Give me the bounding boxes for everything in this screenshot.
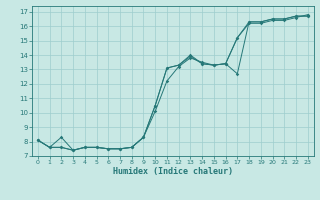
X-axis label: Humidex (Indice chaleur): Humidex (Indice chaleur) [113,167,233,176]
